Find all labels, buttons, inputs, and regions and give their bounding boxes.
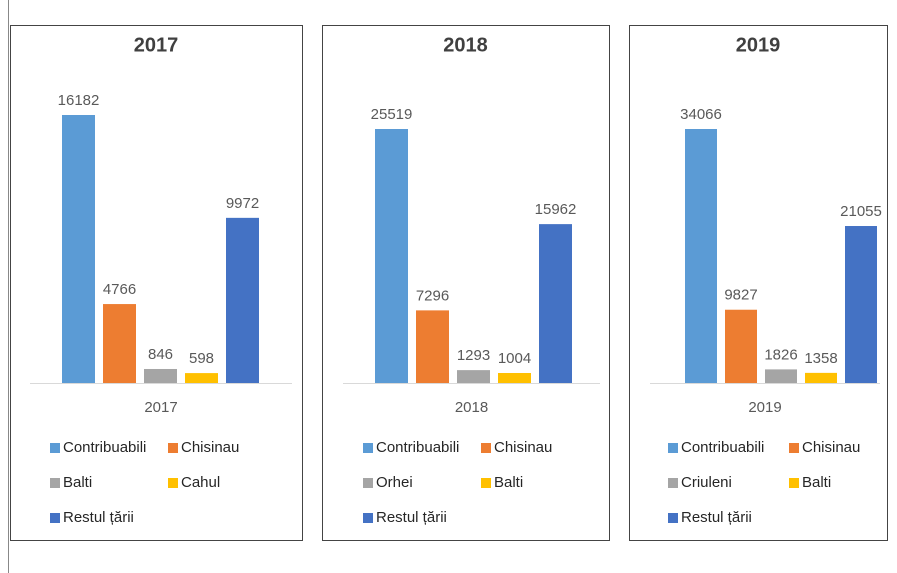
bar <box>416 310 449 383</box>
bar <box>144 368 177 383</box>
legend-swatch <box>668 513 678 523</box>
legend-label: Criuleni <box>681 474 732 491</box>
value-label: 4766 <box>103 281 136 298</box>
chart-title: 2019 <box>736 34 781 56</box>
value-label: 9972 <box>226 195 259 212</box>
legend-label: Chisinau <box>494 439 552 456</box>
bar <box>226 217 259 383</box>
legend-swatch <box>168 478 178 488</box>
value-label: 21055 <box>840 203 882 220</box>
legend-swatch <box>50 478 60 488</box>
value-label: 1358 <box>804 350 837 367</box>
bar <box>845 226 877 383</box>
bar <box>685 129 717 383</box>
value-label: 1826 <box>764 346 797 363</box>
legend-label: Contribuabili <box>63 439 146 456</box>
value-label: 16182 <box>58 92 100 109</box>
panel <box>322 25 610 541</box>
legend-label: Contribuabili <box>681 439 764 456</box>
value-label: 34066 <box>680 106 722 123</box>
x-tick-label: 2017 <box>144 399 177 416</box>
value-label: 25519 <box>371 106 413 123</box>
bar <box>805 372 837 383</box>
legend-swatch <box>363 478 373 488</box>
legend-label: Balti <box>494 474 523 491</box>
legend-swatch <box>50 513 60 523</box>
legend-label: Contribuabili <box>376 439 459 456</box>
legend-label: Restul țării <box>376 509 447 526</box>
bar <box>62 115 95 383</box>
bar <box>498 373 531 383</box>
legend-label: Chisinau <box>802 439 860 456</box>
legend-label: Balti <box>63 474 92 491</box>
chart-title: 2017 <box>134 34 179 56</box>
bar <box>185 373 218 383</box>
legend-label: Orhei <box>376 474 413 491</box>
chart-title: 2018 <box>443 34 488 56</box>
legend-label: Restul țării <box>681 509 752 526</box>
legend-swatch <box>789 443 799 453</box>
value-label: 598 <box>189 350 214 367</box>
legend-swatch <box>168 443 178 453</box>
bar <box>765 369 797 383</box>
legend-swatch <box>363 443 373 453</box>
value-label: 846 <box>148 346 173 363</box>
bar <box>103 304 136 383</box>
bar <box>375 129 408 383</box>
legend-swatch <box>789 478 799 488</box>
legend-label: Balti <box>802 474 831 491</box>
value-label: 15962 <box>535 201 577 218</box>
legend-label: Cahul <box>181 474 220 491</box>
value-label: 1293 <box>457 347 490 364</box>
bar <box>539 224 572 383</box>
legend-swatch <box>481 478 491 488</box>
legend-swatch <box>668 443 678 453</box>
x-tick-label: 2018 <box>455 399 488 416</box>
legend-label: Restul țării <box>63 509 134 526</box>
bar <box>725 309 757 383</box>
legend-swatch <box>481 443 491 453</box>
value-label: 9827 <box>724 287 757 304</box>
x-tick-label: 2019 <box>748 399 781 416</box>
legend-swatch <box>363 513 373 523</box>
legend-swatch <box>50 443 60 453</box>
legend-label: Chisinau <box>181 439 239 456</box>
value-label: 7296 <box>416 287 449 304</box>
legend-swatch <box>668 478 678 488</box>
value-label: 1004 <box>498 350 531 367</box>
panel <box>629 25 888 541</box>
panel <box>10 25 303 541</box>
bar <box>457 370 490 383</box>
